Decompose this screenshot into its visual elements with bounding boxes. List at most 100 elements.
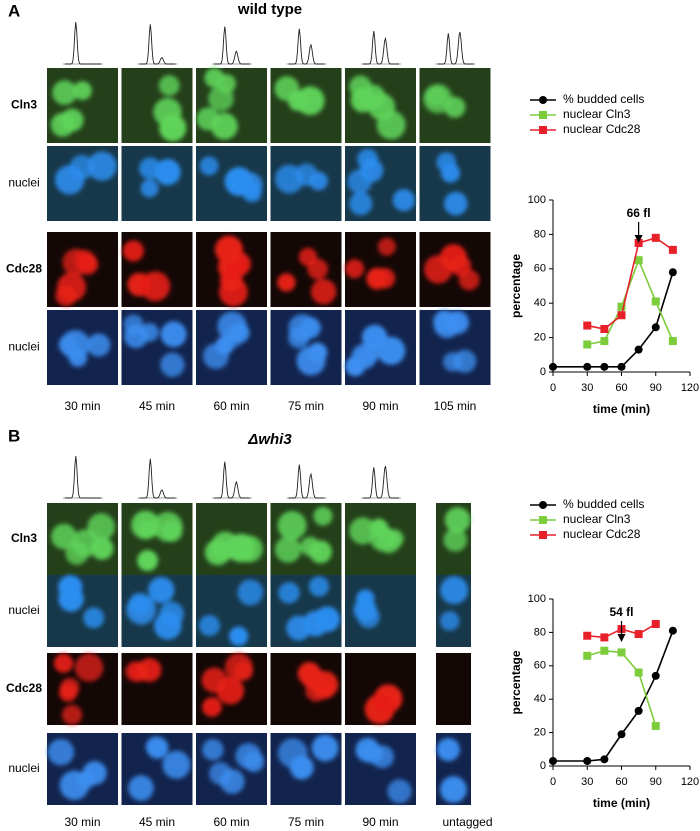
histogram-trace: [139, 24, 176, 65]
cell: [307, 258, 329, 280]
legend-marker: [539, 501, 547, 509]
micrograph-bg: [436, 653, 471, 725]
cells: [153, 75, 187, 142]
cell: [309, 540, 332, 564]
annotation-arrowhead: [634, 235, 643, 243]
micrograph: [345, 310, 416, 385]
data-point: [583, 756, 592, 765]
cell: [209, 762, 232, 785]
cell: [145, 736, 167, 758]
cell: [424, 255, 453, 284]
cell: [376, 528, 401, 554]
time-label: 30 min: [64, 815, 100, 829]
cells: [198, 579, 264, 646]
cell: [274, 76, 300, 102]
micrograph: [196, 653, 267, 725]
row-label: Cln3: [11, 98, 37, 112]
time-label: 60 min: [213, 815, 249, 829]
cell: [439, 611, 460, 631]
data-point: [583, 340, 592, 349]
cells: [53, 653, 104, 725]
cell: [160, 321, 187, 348]
y-axis-label: percentage: [509, 650, 523, 714]
cells: [55, 248, 99, 307]
micrograph: [345, 503, 416, 575]
cells: [125, 658, 162, 682]
cells: [54, 151, 117, 195]
y-tick-label: 0: [540, 760, 546, 772]
cell: [443, 527, 468, 552]
cell: [444, 191, 468, 216]
data-point: [583, 631, 592, 640]
cell: [152, 511, 183, 542]
cell: [311, 734, 339, 762]
cell: [423, 84, 453, 114]
cell: [218, 277, 248, 307]
micrograph: [270, 310, 342, 385]
cell: [308, 576, 330, 597]
cells: [288, 314, 328, 376]
micrograph: [270, 653, 342, 725]
data-point: [651, 620, 660, 629]
cell: [444, 507, 471, 533]
cell: [436, 737, 460, 762]
cell: [349, 75, 372, 99]
micrograph: [121, 68, 193, 143]
x-tick-label: 90: [650, 776, 662, 788]
cell: [137, 550, 159, 572]
cells: [353, 589, 380, 629]
cell: [208, 85, 234, 112]
cells: [297, 661, 339, 702]
micrograph: [196, 68, 267, 143]
data-point: [668, 245, 677, 254]
cell: [371, 745, 395, 769]
cell: [54, 165, 85, 195]
cell: [310, 278, 337, 305]
micrograph: [196, 575, 267, 647]
cell: [59, 770, 90, 801]
y-tick-label: 100: [528, 593, 546, 605]
micrograph: [121, 653, 193, 725]
cell: [140, 322, 159, 342]
cell: [278, 582, 300, 604]
cell: [199, 156, 219, 176]
cells: [202, 738, 265, 794]
cells: [199, 156, 263, 203]
micrograph: [436, 653, 471, 725]
legend-label: % budded cells: [563, 92, 644, 106]
cell: [226, 533, 256, 563]
data-point: [651, 721, 660, 730]
cells: [277, 734, 339, 780]
micrograph: [196, 733, 267, 805]
cell: [351, 343, 377, 370]
cell: [345, 259, 365, 279]
micrograph: [121, 146, 193, 221]
micrograph: [270, 503, 342, 575]
cell: [229, 322, 250, 343]
micrograph: [47, 733, 118, 805]
micrograph-bg: [47, 575, 118, 647]
micrograph: [270, 232, 342, 307]
micrograph: [345, 146, 416, 221]
cells: [277, 247, 337, 305]
micrograph: [121, 575, 193, 647]
micrograph: [270, 68, 342, 143]
cell: [353, 598, 377, 622]
micrograph: [270, 733, 342, 805]
time-label: 75 min: [288, 399, 324, 413]
cell: [235, 742, 262, 769]
cells: [58, 329, 111, 367]
y-axis-label: percentage: [509, 254, 523, 318]
legend-label: nuclear Cln3: [563, 512, 631, 526]
cell: [359, 158, 384, 183]
micrograph: [345, 653, 416, 725]
x-tick-label: 60: [615, 382, 627, 394]
cell: [224, 167, 254, 197]
cells: [196, 68, 238, 140]
micrograph: [196, 232, 267, 307]
cells: [274, 163, 328, 194]
data-point: [651, 671, 660, 680]
x-tick-label: 0: [550, 776, 556, 788]
panel-label: A: [8, 1, 20, 20]
